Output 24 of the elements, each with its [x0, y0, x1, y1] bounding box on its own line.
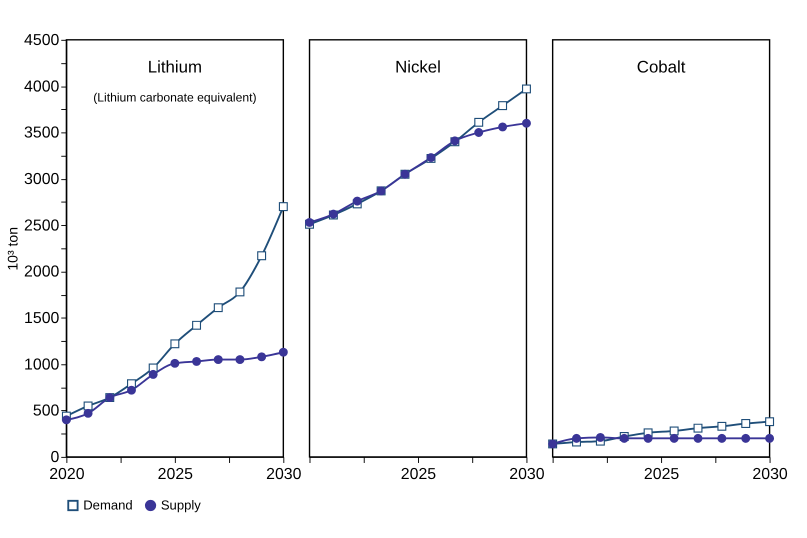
x-tick-label: 2025 [400, 466, 436, 483]
y-tick-label: 3000 [24, 170, 60, 188]
text: Cobalt [636, 58, 686, 77]
y-tick-label: 4500 [24, 32, 60, 49]
x-tick-label: 2030 [509, 466, 545, 483]
y-tick-label: 4000 [24, 78, 60, 96]
x-tick-label: 2020 [49, 466, 85, 483]
y-axis-title: 10³ ton [4, 227, 20, 271]
x-tick-label: 2025 [644, 466, 680, 483]
y-tick-label: 2000 [24, 264, 60, 281]
text: Nickel [395, 58, 441, 77]
y-tick-label: 500 [32, 402, 60, 420]
legend-label: Supply [160, 497, 202, 512]
y-tick-label: 2500 [24, 217, 60, 234]
x-tick-label: 2030 [266, 466, 302, 483]
annotation: (Lithium carbonate equivalent) [93, 90, 257, 105]
legend-label: Demand [83, 497, 133, 512]
y-tick-label: 1000 [24, 356, 60, 374]
text: Lithium [148, 58, 202, 77]
y-tick-label: 0 [50, 449, 60, 466]
x-tick-label: 2030 [752, 466, 788, 483]
y-tick-label: 1500 [24, 310, 60, 328]
x-tick-label: 2025 [158, 466, 194, 483]
y-tick-label: 3500 [24, 124, 60, 142]
